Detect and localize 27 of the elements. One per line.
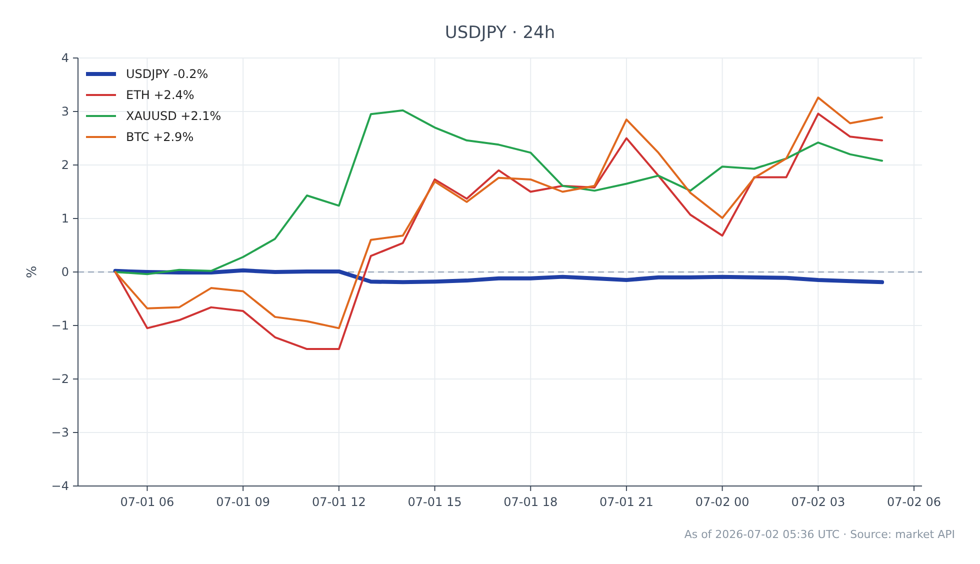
x-tick-label: 07-02 00 bbox=[695, 495, 750, 509]
x-tick-label: 07-01 06 bbox=[120, 495, 174, 509]
x-tick-label: 07-01 18 bbox=[504, 495, 558, 509]
y-tick-label: −1 bbox=[51, 318, 69, 333]
line-series bbox=[114, 109, 884, 276]
y-tick-label: −4 bbox=[51, 479, 69, 494]
y-tick-label: 4 bbox=[61, 51, 69, 66]
y-tick-label: −2 bbox=[51, 372, 69, 386]
x-tick-label: 07-02 03 bbox=[791, 495, 846, 509]
x-tick-label: 07-01 15 bbox=[408, 495, 462, 509]
line-series bbox=[113, 268, 884, 284]
y-tick-label: 3 bbox=[61, 104, 69, 119]
y-tick-label: 0 bbox=[61, 265, 69, 280]
x-tick-label: 07-01 21 bbox=[599, 495, 654, 509]
chart-title: USDJPY · 24h bbox=[444, 23, 556, 43]
y-axis-title: % bbox=[25, 266, 40, 278]
x-tick-label: 07-01 09 bbox=[216, 495, 270, 509]
y-tick-label: 2 bbox=[61, 158, 69, 172]
x-tick-label: 07-01 12 bbox=[312, 495, 366, 509]
text: As of 2026-07-02 05:36 UTC · Source: market API bbox=[684, 528, 955, 541]
y-tick-label: 1 bbox=[61, 212, 69, 226]
legend-label: BTC +2.9% bbox=[126, 130, 194, 144]
y-tick-label: −3 bbox=[51, 426, 69, 440]
legend-label: XAUUSD +2.1% bbox=[126, 109, 222, 124]
legend-label: USDJPY -0.2% bbox=[126, 67, 208, 82]
legend-label: ETH +2.4% bbox=[126, 88, 194, 102]
x-tick-label: 07-02 06 bbox=[887, 495, 941, 509]
